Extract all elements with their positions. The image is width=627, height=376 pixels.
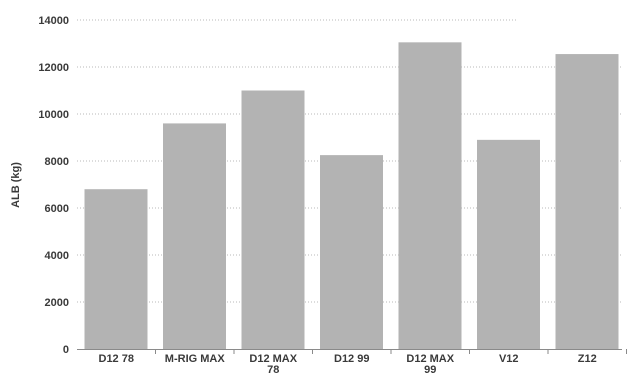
x-tick-label: Z12	[578, 353, 597, 365]
bars	[84, 42, 619, 350]
y-tick-label: 14000	[38, 15, 69, 27]
x-tick-label-line: D12 99	[334, 353, 369, 365]
bar-6	[555, 54, 619, 349]
y-axis-tick-labels: 0 2000 4000 6000 8000 10000 12000 14000	[38, 15, 69, 356]
x-tick-label-line: Z12	[578, 353, 597, 365]
x-tick-label-line: D12 MAX	[249, 353, 297, 365]
y-tick-label: 8000	[45, 156, 69, 168]
y-axis-title: ALB (kg)	[10, 162, 22, 208]
x-tick-label-line: M-RIG MAX	[165, 353, 226, 365]
bar-1	[163, 123, 226, 350]
y-tick-label: 4000	[45, 250, 69, 262]
x-tick-label-line: D12 78	[99, 353, 134, 365]
x-tick-label-line: 99	[424, 364, 436, 376]
y-tick-label: 10000	[38, 109, 69, 121]
x-tick-label: D12 MAX 99	[406, 353, 454, 376]
bar-0	[84, 189, 148, 349]
x-tick-label: D12 99	[334, 353, 369, 365]
bar-2	[241, 90, 305, 349]
y-tick-label: 0	[63, 344, 69, 356]
x-tick-label: M-RIG MAX	[165, 353, 226, 365]
x-tick-label-line: D12 MAX	[406, 353, 454, 365]
x-tick-label-line: V12	[499, 353, 519, 365]
y-tick-label: 2000	[45, 297, 69, 309]
bar-5	[477, 139, 540, 349]
x-tick-label: D12 78	[99, 353, 134, 365]
bar-4	[398, 42, 462, 349]
x-tick-label-line: 78	[267, 364, 279, 376]
y-tick-label: 6000	[45, 203, 69, 215]
x-tick-label: V12	[499, 353, 519, 365]
x-tick-label: D12 MAX 78	[249, 353, 297, 376]
bar-3	[320, 155, 383, 349]
y-tick-label: 12000	[38, 62, 69, 74]
